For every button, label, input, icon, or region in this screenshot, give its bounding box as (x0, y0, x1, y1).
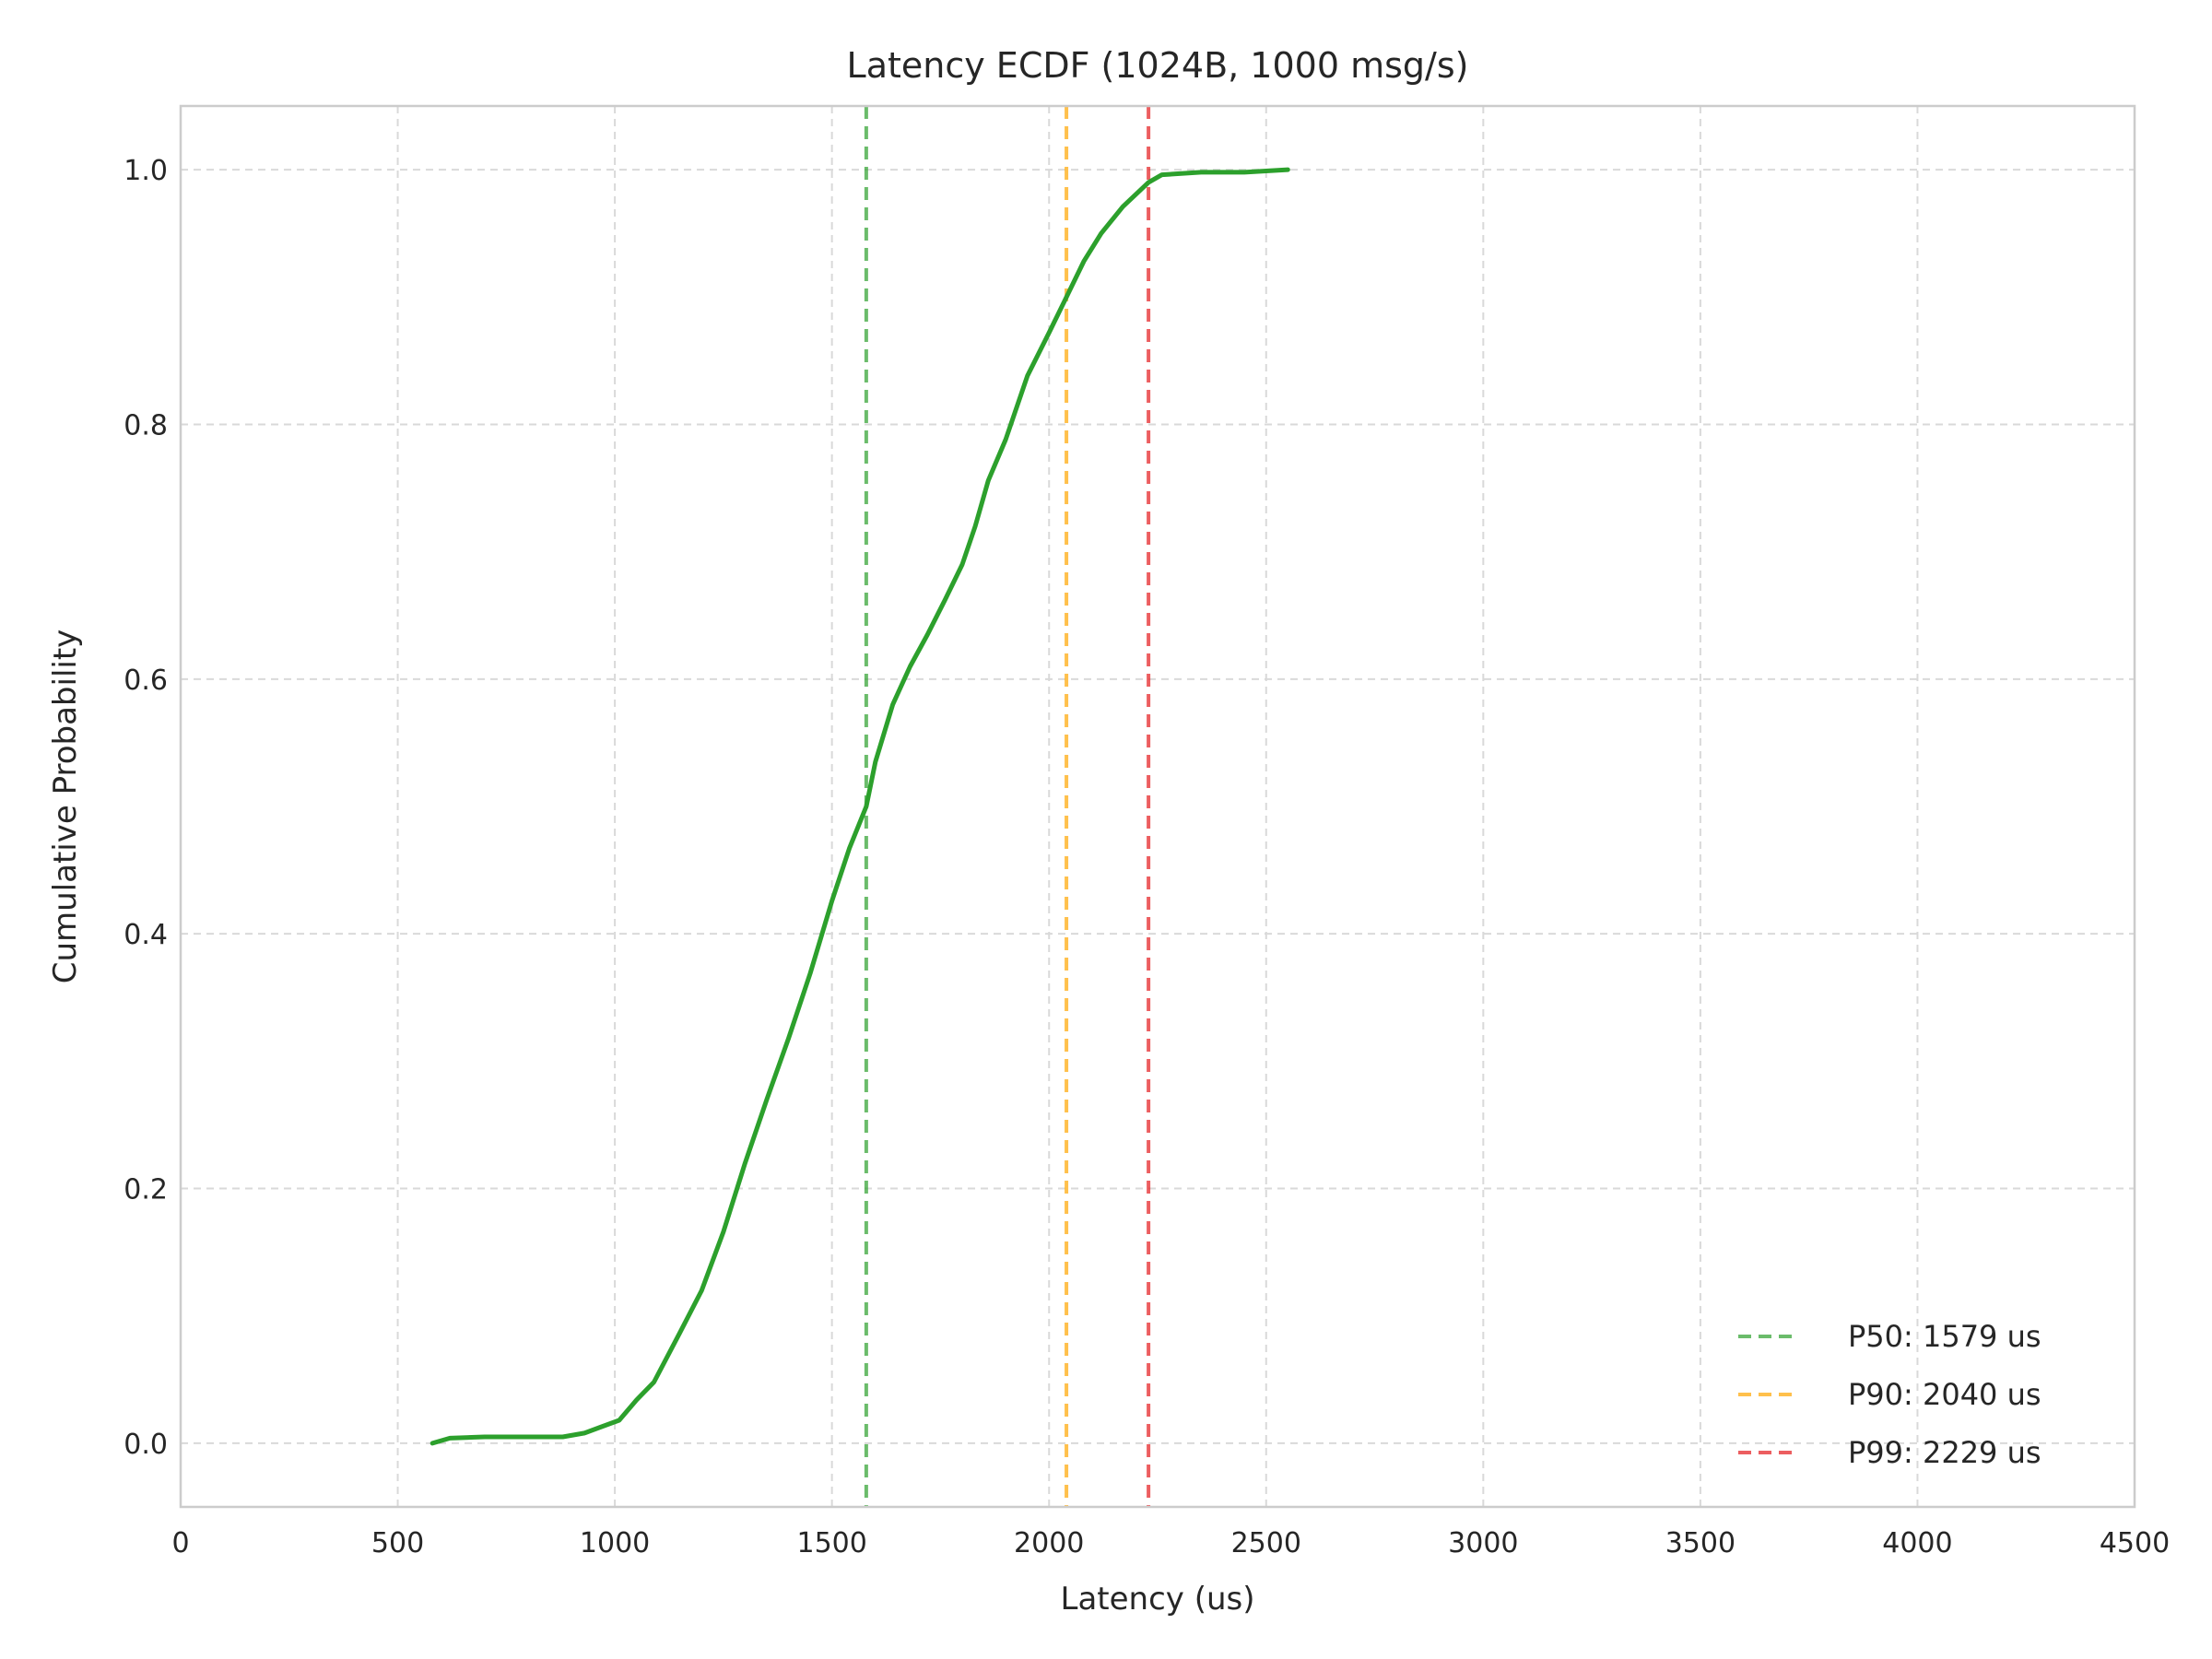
y-tick-label: 1.0 (124, 155, 168, 187)
x-tick-label: 3500 (1665, 1527, 1735, 1559)
series-layer (429, 167, 1290, 1446)
x-tick-label: 2500 (1231, 1527, 1301, 1559)
legend: P50: 1579 us P90: 2040 us P99: 2229 us (1738, 1319, 2041, 1470)
y-tick-label: 0.0 (124, 1429, 168, 1461)
y-tick-label: 0.8 (124, 409, 168, 441)
y-tick-label: 0.4 (124, 919, 168, 951)
x-tick-label: 500 (371, 1527, 424, 1559)
y-tick-label: 0.2 (124, 1174, 168, 1206)
x-tick-label: 4500 (2100, 1527, 2170, 1559)
x-tick-label: 2000 (1014, 1527, 1084, 1559)
x-tick-label: 1500 (796, 1527, 866, 1559)
chart-title: Latency ECDF (1024B, 1000 msg/s) (847, 45, 1469, 86)
x-tick-label: 3000 (1448, 1527, 1518, 1559)
y-tick-label: 0.6 (124, 665, 168, 697)
x-tick-label: 0 (171, 1527, 189, 1559)
x-tick-label: 1000 (580, 1527, 650, 1559)
x-axis-label: Latency (us) (1061, 1581, 1255, 1618)
x-tick-label: 4000 (1882, 1527, 1952, 1559)
ecdf-line (429, 167, 1290, 1446)
legend-label-p50: P50: 1579 us (1848, 1319, 2041, 1354)
legend-label-p99: P99: 2229 us (1848, 1435, 2041, 1470)
legend-label-p90: P90: 2040 us (1848, 1377, 2041, 1412)
y-axis-label: Cumulative Probability (47, 629, 84, 984)
plot-frame (179, 104, 2136, 1509)
x-tick-labels: 0 500 1000 1500 2000 2500 3000 3500 4000 4500 (171, 1527, 2170, 1559)
y-tick-labels: 0.0 0.2 0.4 0.6 0.8 1.0 (124, 155, 168, 1461)
